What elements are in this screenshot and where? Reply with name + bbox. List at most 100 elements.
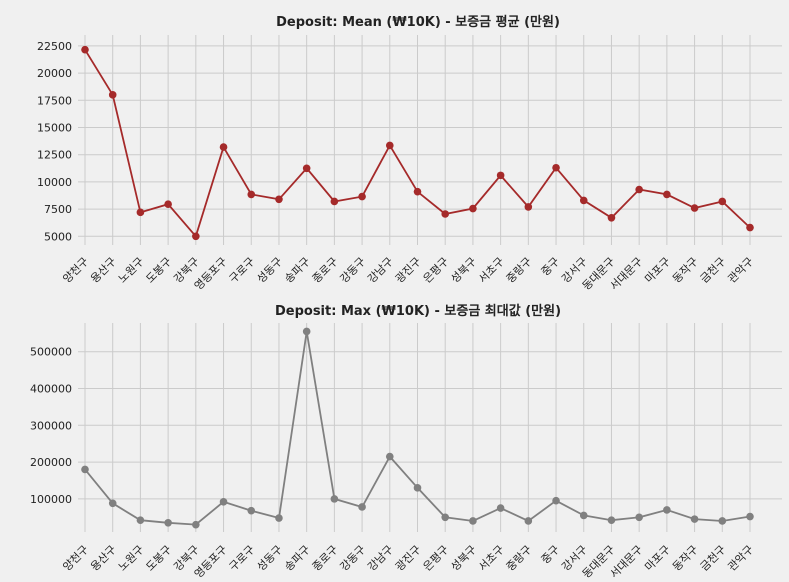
- max-deposit-chart: Deposit: Max (₩10K) - 보증금 최대값 (만원) 10000…: [30, 303, 782, 581]
- y-tick-label: 500000: [30, 346, 72, 359]
- x-tick-label: 서초구: [476, 543, 507, 574]
- data-point: [441, 210, 450, 218]
- y-tick-label: 200000: [30, 456, 72, 469]
- y-tick-label: 20000: [37, 67, 72, 80]
- data-point: [219, 143, 228, 151]
- data-point: [385, 141, 394, 150]
- x-tick-label: 도봉구: [144, 543, 175, 574]
- series: [81, 327, 754, 529]
- data-point: [358, 503, 366, 511]
- chart-title: Deposit: Max (₩10K) - 보증금 최대값 (만원): [275, 303, 561, 319]
- x-tick-label: 마포구: [642, 255, 673, 286]
- y-tick-label: 100000: [30, 493, 72, 506]
- data-point: [746, 512, 754, 521]
- grid: [78, 323, 782, 532]
- data-point: [275, 195, 283, 204]
- y-tick-label: 5000: [44, 230, 72, 243]
- x-tick-label: 관악구: [725, 543, 756, 574]
- data-point: [635, 513, 643, 522]
- x-tick-label: 양천구: [60, 542, 91, 573]
- x-tick-label: 성동구: [254, 255, 285, 286]
- data-point: [718, 517, 727, 525]
- x-tick-label: 성북구: [448, 543, 479, 574]
- x-tick-label: 양천구: [60, 254, 91, 285]
- data-point: [607, 213, 616, 222]
- data-point: [302, 327, 311, 336]
- y-axis: 100000 200000 300000 400000 500000: [30, 346, 72, 506]
- data-point: [469, 517, 477, 525]
- mean-deposit-chart: Deposit: Mean (₩10K) - 보증금 평균 (만원) 5000 7…: [37, 14, 782, 293]
- y-tick-label: 15000: [37, 121, 72, 134]
- x-tick-label: 용산구: [88, 543, 119, 574]
- x-tick-label: 강남구: [365, 255, 396, 286]
- x-tick-label: 중랑구: [504, 255, 535, 286]
- x-tick-label: 용산구: [88, 255, 119, 286]
- x-tick-label: 성북구: [448, 255, 479, 286]
- data-point: [552, 496, 560, 505]
- data-point: [746, 223, 754, 232]
- x-tick-label: 마포구: [642, 543, 673, 574]
- data-point: [358, 192, 366, 201]
- data-point: [136, 516, 145, 525]
- data-point: [192, 520, 200, 529]
- data-point: [469, 204, 477, 213]
- data-point: [496, 504, 505, 512]
- x-tick-label: 도봉구: [144, 255, 175, 286]
- data-point: [413, 187, 422, 196]
- data-point: [718, 197, 727, 206]
- data-point: [579, 196, 588, 205]
- x-tick-label: 광진구: [393, 543, 424, 574]
- x-tick-label: 관악구: [725, 255, 756, 286]
- x-tick-label: 광진구: [393, 255, 424, 286]
- data-point: [164, 200, 172, 208]
- data-point: [607, 516, 616, 525]
- data-point: [108, 499, 117, 508]
- data-point: [524, 517, 533, 525]
- data-point: [330, 495, 339, 503]
- x-tick-label: 송파구: [282, 543, 313, 574]
- x-tick-label: 은평구: [421, 255, 452, 286]
- data-point: [219, 498, 228, 506]
- data-point: [690, 515, 699, 523]
- x-tick-label: 성동구: [254, 543, 285, 574]
- x-tick-label: 종로구: [310, 543, 341, 574]
- x-tick-label: 중구: [539, 255, 563, 279]
- data-point: [81, 465, 89, 474]
- x-tick-label: 동작구: [670, 543, 701, 574]
- data-point: [524, 203, 533, 211]
- data-point: [330, 197, 339, 206]
- x-tick-label: 종로구: [310, 255, 341, 286]
- data-point: [690, 204, 699, 212]
- data-point: [302, 164, 311, 173]
- grid: [78, 35, 782, 245]
- x-tick-label: 강남구: [365, 543, 396, 574]
- series: [81, 45, 754, 241]
- x-tick-label: 노원구: [116, 543, 147, 574]
- x-tick-label: 송파구: [282, 255, 313, 286]
- y-tick-label: 12500: [37, 149, 72, 162]
- x-tick-label: 은평구: [421, 543, 452, 574]
- data-point: [136, 208, 145, 217]
- y-tick-label: 300000: [30, 419, 72, 432]
- data-point: [275, 514, 283, 522]
- data-point: [552, 163, 560, 172]
- x-tick-label: 금천구: [697, 542, 728, 573]
- x-tick-label: 서초구: [476, 255, 507, 286]
- x-tick-label: 강동구: [338, 543, 369, 574]
- x-axis: 양천구용산구노원구도봉구강북구영등포구구로구성동구송파구종로구강동구강남구광진구…: [60, 542, 756, 581]
- data-point: [164, 519, 172, 527]
- data-point: [496, 171, 505, 180]
- data-point: [108, 91, 117, 99]
- x-tick-label: 노원구: [116, 255, 147, 286]
- y-tick-label: 10000: [37, 176, 72, 189]
- y-tick-label: 17500: [37, 94, 72, 107]
- data-point: [663, 506, 671, 514]
- y-tick-label: 22500: [37, 40, 72, 53]
- y-axis: 5000 7500 10000 12500 15000 17500 20000 22500: [37, 40, 72, 243]
- y-tick-label: 7500: [44, 203, 72, 216]
- data-point: [441, 513, 450, 522]
- x-tick-label: 구로구: [227, 255, 258, 286]
- x-tick-label: 중구: [539, 543, 563, 567]
- x-tick-label: 구로구: [227, 543, 258, 574]
